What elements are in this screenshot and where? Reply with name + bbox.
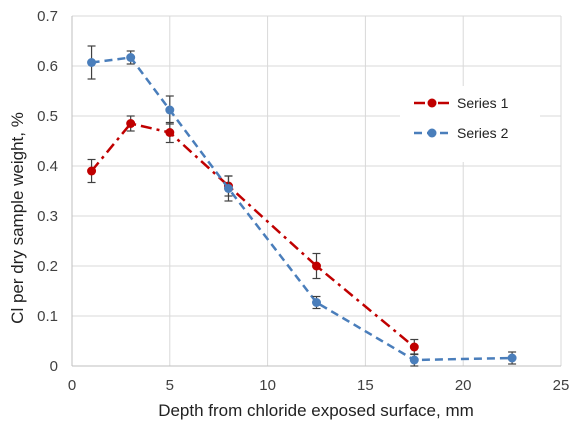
y-tick-label: 0.2 <box>37 258 58 275</box>
legend-marker-series-2 <box>427 128 437 138</box>
y-tick-label: 0.7 <box>37 8 58 25</box>
data-point <box>507 353 517 363</box>
data-point <box>87 166 97 176</box>
x-tick-label: 20 <box>455 377 472 394</box>
data-point <box>126 119 136 128</box>
data-series <box>87 45 517 367</box>
data-point <box>409 355 419 365</box>
legend-label-series-1: Series 1 <box>457 95 509 111</box>
legend: Series 1 Series 2 <box>400 86 540 162</box>
series-2 <box>87 45 517 367</box>
y-tick-label: 0 <box>50 358 58 375</box>
y-tick-label: 0.4 <box>37 158 58 175</box>
data-point <box>409 342 419 352</box>
x-tick-label: 10 <box>259 377 276 394</box>
plot-axes <box>71 16 561 367</box>
data-point <box>165 128 175 137</box>
series-1-line <box>90 122 416 348</box>
tick-labels: 0 0.1 0.2 0.3 0.4 0.5 0.6 0.7 0 5 10 15 20 25 <box>37 8 569 394</box>
x-tick-label: 0 <box>68 377 76 394</box>
y-axis-title: Cl per dry sample weight, % <box>8 112 27 324</box>
gridlines <box>72 15 562 366</box>
data-point <box>312 298 321 307</box>
y-tick-label: 0.5 <box>37 108 58 125</box>
x-tick-label: 25 <box>553 377 570 394</box>
x-axis-title: Depth from chloride exposed surface, mm <box>158 401 474 420</box>
data-point <box>126 53 136 62</box>
y-tick-label: 0.3 <box>37 208 58 225</box>
data-point <box>312 261 321 271</box>
y-tick-label: 0.1 <box>37 308 58 325</box>
x-tick-label: 5 <box>166 377 174 394</box>
series-1 <box>87 115 419 356</box>
data-point <box>87 58 97 67</box>
y-tick-label: 0.6 <box>37 58 58 75</box>
legend-label-series-2: Series 2 <box>457 125 509 141</box>
legend-background <box>400 86 540 162</box>
data-point <box>223 184 233 193</box>
data-point <box>165 105 175 115</box>
legend-marker-series-1 <box>427 98 437 108</box>
x-tick-label: 15 <box>357 377 374 394</box>
